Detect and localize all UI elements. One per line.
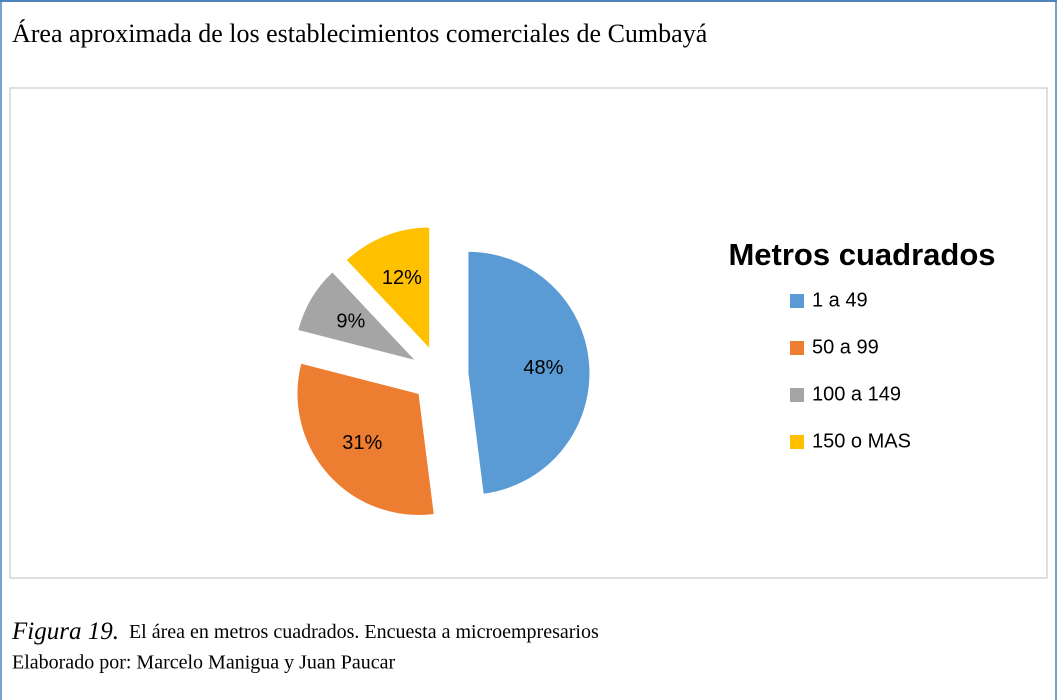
- legend-label: 100 a 149: [812, 383, 901, 405]
- caption-credit: Elaborado por: Marcelo Manigua y Juan Pa…: [12, 652, 396, 674]
- legend-label: 1 a 49: [812, 289, 868, 311]
- caption-line: Figura 19. El área en metros cuadrados. …: [11, 618, 599, 645]
- legend-swatch: [790, 388, 804, 402]
- legend-swatch: [790, 435, 804, 449]
- data-label: 48%: [523, 357, 563, 379]
- pie: 48% 31% 9% 12%: [296, 226, 591, 516]
- data-label: 12%: [382, 267, 422, 289]
- pie-slice: [297, 271, 418, 362]
- pie-slice: [296, 362, 435, 516]
- data-label: 9%: [336, 311, 365, 333]
- figure-number: Figura 19.: [11, 618, 119, 645]
- legend-label: 50 a 99: [812, 336, 879, 358]
- caption-text: El área en metros cuadrados. Encuesta a …: [129, 621, 599, 643]
- legend-swatch: [790, 294, 804, 308]
- chart-title: Área aproximada de los establecimientos …: [12, 19, 708, 48]
- pie-slice: [467, 250, 591, 495]
- data-label: 31%: [342, 432, 382, 454]
- legend-title: Metros cuadrados: [728, 237, 995, 272]
- legend-label: 150 o MAS: [812, 430, 911, 452]
- legend: 1 a 49 50 a 99 100 a 149 150 o MAS: [790, 289, 911, 452]
- legend-swatch: [790, 341, 804, 355]
- pie-slice: [345, 226, 431, 351]
